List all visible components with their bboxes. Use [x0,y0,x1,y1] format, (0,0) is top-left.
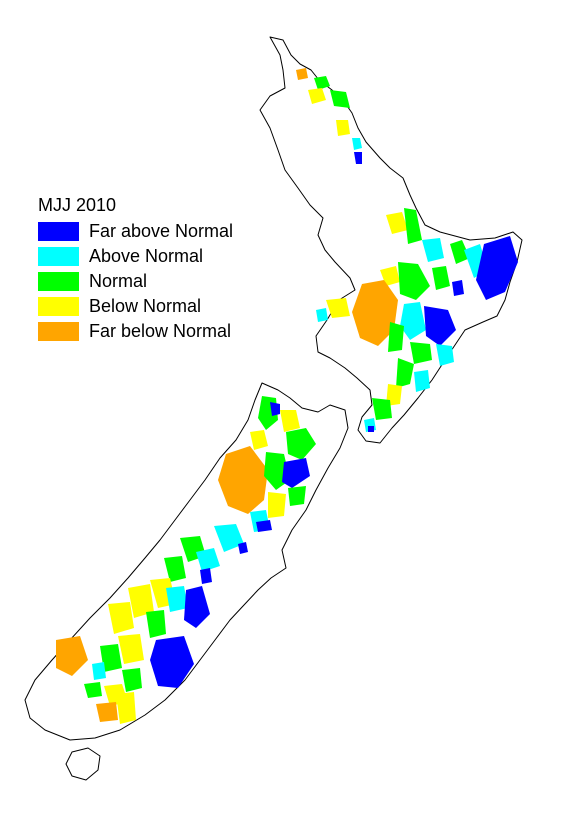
region [330,90,350,108]
region [84,682,102,698]
region [270,402,280,416]
region [436,344,454,366]
region [396,358,414,388]
region [184,586,210,628]
region [450,240,470,264]
legend-item-far-above-normal: Far above Normal [38,219,233,243]
region [452,280,464,296]
region [286,428,316,460]
legend-item-normal: Normal [38,269,233,293]
region [164,556,186,582]
legend-label: Above Normal [89,246,204,266]
region [410,342,432,364]
region [128,584,154,618]
region [432,266,450,290]
region [380,266,400,286]
legend-label: Below Normal [89,296,202,316]
region [398,262,430,300]
region [214,524,244,552]
legend-item-above-normal: Above Normal [38,244,233,268]
south-island-regions [56,396,316,724]
stewart-island-coastline [65,747,101,781]
north-island-coastline [259,36,523,444]
region [352,280,398,346]
region [314,76,330,90]
region [92,662,106,680]
region [166,586,188,612]
legend-item-far-below-normal: Far below Normal [38,319,233,343]
region [368,426,374,432]
legend-swatch [38,296,79,316]
legend-title: MJJ 2010 [38,195,117,215]
region [150,636,194,688]
region [282,458,310,488]
region [200,568,212,584]
legend-label: Normal [89,271,148,291]
region [388,322,404,352]
region [56,636,88,676]
region [316,308,328,322]
region [256,520,272,532]
region [476,236,518,300]
region [100,644,122,672]
region [280,410,300,432]
region [354,152,362,164]
legend-swatch [38,221,79,241]
region [352,138,362,150]
region [118,634,144,664]
map-legend: MJJ 2010 Far above Normal Above Normal N… [38,194,233,344]
legend-swatch [38,321,79,341]
region [122,668,142,692]
region [238,542,248,554]
region [336,120,350,136]
region [308,88,326,104]
legend-label: Far below Normal [89,321,232,341]
region [116,692,136,724]
region [386,212,408,234]
region [424,306,456,346]
north-island-regions [296,68,518,432]
region [268,492,286,518]
legend-swatch [38,271,79,291]
region [196,548,220,572]
region [288,486,306,506]
region [218,446,268,514]
legend-swatch [38,246,79,266]
region [146,610,166,638]
region [414,370,430,392]
region [326,298,350,318]
legend-label: Far above Normal [89,221,234,241]
region [250,430,268,450]
region [372,398,392,420]
region [422,238,444,262]
legend-item-below-normal: Below Normal [38,294,233,318]
region [400,302,426,340]
region [404,208,422,244]
region [96,702,118,722]
region [296,68,308,80]
region [108,602,134,634]
